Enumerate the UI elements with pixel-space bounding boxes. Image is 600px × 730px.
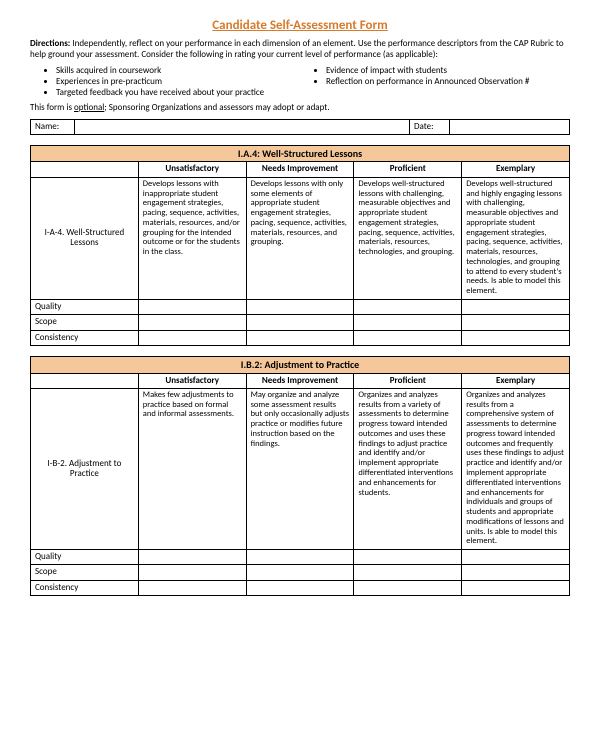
assess-cell[interactable]	[246, 550, 354, 565]
row-id: I-B-2. Adjustment to Practice	[31, 388, 139, 549]
assess-cell[interactable]	[138, 565, 246, 580]
col-header: Exemplary	[462, 162, 570, 177]
name-date-table: Name: Date:	[30, 119, 570, 135]
row-id: I-A-4. Well-Structured Lessons	[31, 177, 139, 299]
assess-cell[interactable]	[462, 330, 570, 345]
optional-note: This form is optional; Sponsoring Organi…	[30, 102, 570, 113]
assess-cell[interactable]	[246, 299, 354, 314]
assess-cell[interactable]	[138, 315, 246, 330]
bullet-item: Experiences in pre-practicum	[56, 76, 300, 87]
rubric-cell: Develops lessons with inappropriate stud…	[138, 177, 246, 299]
date-label: Date:	[410, 119, 450, 134]
assess-cell[interactable]	[246, 565, 354, 580]
assess-cell[interactable]	[246, 330, 354, 345]
assess-label: Scope	[31, 565, 139, 580]
col-header: Needs Improvement	[246, 162, 354, 177]
assess-cell[interactable]	[138, 550, 246, 565]
assess-cell[interactable]	[462, 315, 570, 330]
assess-cell[interactable]	[354, 550, 462, 565]
note-post: ; Sponsoring Organizations and assessors…	[104, 102, 329, 113]
assess-label: Quality	[31, 299, 139, 314]
directions-block: Directions: Independently, reflect on yo…	[30, 39, 570, 61]
name-label: Name:	[31, 119, 75, 134]
assess-label: Consistency	[31, 330, 139, 345]
rubric-cell: Develops lessons with only some elements…	[246, 177, 354, 299]
assess-cell[interactable]	[354, 580, 462, 595]
col-header: Proficient	[354, 373, 462, 388]
name-field[interactable]	[75, 119, 410, 134]
col-header: Unsatisfactory	[138, 162, 246, 177]
assess-cell[interactable]	[462, 565, 570, 580]
assess-cell[interactable]	[138, 299, 246, 314]
col-header: Exemplary	[462, 373, 570, 388]
assess-cell[interactable]	[138, 580, 246, 595]
assess-cell[interactable]	[354, 330, 462, 345]
assess-cell[interactable]	[354, 315, 462, 330]
bullets-row: Skills acquired in coursework Experience…	[30, 65, 570, 98]
rubric-section-2: I.B.2: Adjustment to Practice Unsatisfac…	[30, 356, 570, 596]
note-pre: This form is	[30, 102, 74, 113]
col-header: Needs Improvement	[246, 373, 354, 388]
bullet-item: Skills acquired in coursework	[56, 65, 300, 76]
page-title: Candidate Self-Assessment Form	[30, 18, 570, 33]
date-field[interactable]	[450, 119, 570, 134]
rubric-cell: Makes few adjustments to practice based …	[138, 388, 246, 549]
assess-label: Consistency	[31, 580, 139, 595]
assess-cell[interactable]	[462, 550, 570, 565]
assess-cell[interactable]	[462, 299, 570, 314]
assess-cell[interactable]	[354, 299, 462, 314]
bullet-item: Evidence of impact with students	[326, 65, 570, 76]
assess-cell[interactable]	[462, 580, 570, 595]
section-title: I.B.2: Adjustment to Practice	[31, 357, 570, 374]
rubric-cell: Organizes and analyzes results from a va…	[354, 388, 462, 549]
assess-cell[interactable]	[246, 315, 354, 330]
section-title: I.A.4: Well-Structured Lessons	[31, 145, 570, 162]
rubric-cell: Organizes and analyzes results from a co…	[462, 388, 570, 549]
assess-label: Quality	[31, 550, 139, 565]
col-header: Unsatisfactory	[138, 373, 246, 388]
assess-label: Scope	[31, 315, 139, 330]
directions-text: Independently, reflect on your performan…	[30, 38, 564, 60]
rubric-cell: May organize and analyze some assessment…	[246, 388, 354, 549]
rubric-cell: Develops well-structured and highly enga…	[462, 177, 570, 299]
bullet-item: Reflection on performance in Announced O…	[326, 76, 570, 87]
rubric-cell: Develops well-structured lessons with ch…	[354, 177, 462, 299]
assess-cell[interactable]	[246, 580, 354, 595]
assess-cell[interactable]	[138, 330, 246, 345]
note-optional: optional	[74, 102, 104, 113]
rubric-section-1: I.A.4: Well-Structured Lessons Unsatisfa…	[30, 145, 570, 346]
assess-cell[interactable]	[354, 565, 462, 580]
bullet-item: Targeted feedback you have received abou…	[56, 87, 300, 98]
directions-label: Directions:	[30, 38, 70, 49]
col-header: Proficient	[354, 162, 462, 177]
